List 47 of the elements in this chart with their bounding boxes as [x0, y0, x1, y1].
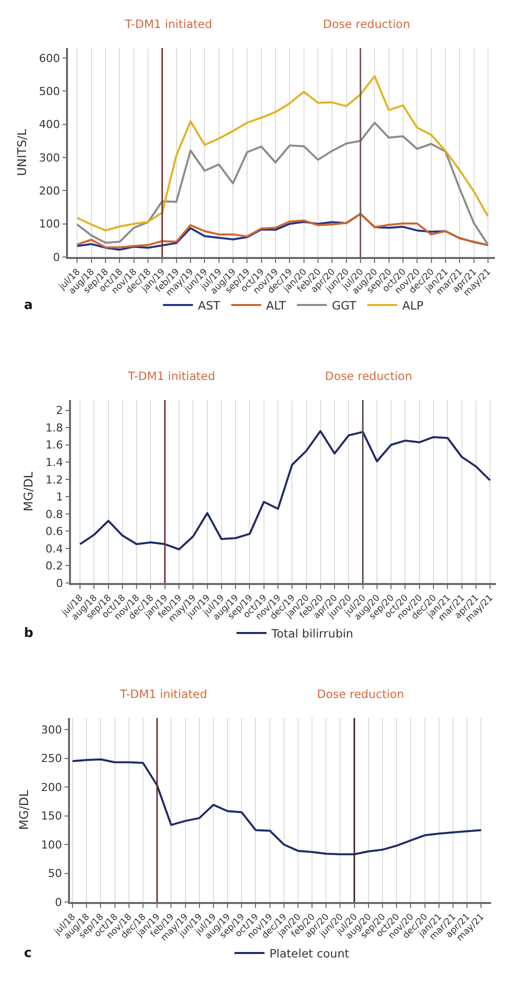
y-tick-label: 50 — [48, 867, 62, 880]
text: c — [24, 946, 32, 961]
ref-line-label: Dose reduction — [317, 687, 404, 701]
line-series — [72, 758, 482, 856]
y-tick-label: 250 — [41, 752, 62, 766]
legend-label: Platelet count — [270, 946, 350, 960]
y-tick-label: 150 — [41, 810, 62, 823]
y-tick-label: 0.6 — [46, 525, 64, 538]
legend-label: ALT — [266, 298, 287, 312]
y-tick-label: 300 — [39, 151, 60, 164]
ref-line-label: Dose reduction — [323, 17, 410, 31]
y-tick-label: 0.8 — [46, 508, 64, 521]
legend-label: GGT — [332, 298, 358, 312]
y-tick-label: 400 — [39, 118, 60, 132]
y-tick-label: 0.2 — [46, 560, 64, 573]
y-axis-title: MG/DL — [16, 790, 31, 830]
line-series — [79, 430, 492, 550]
text: a — [24, 298, 33, 313]
y-tick-label: 0 — [55, 896, 62, 909]
y-tick-label: 500 — [39, 84, 60, 98]
y-axis-title: UNITS/L — [14, 128, 29, 176]
y-tick-label: 2 — [56, 404, 64, 418]
text: b — [24, 626, 34, 641]
y-axis-title: MG/DL — [21, 471, 36, 512]
y-tick-label: 1 — [56, 490, 64, 504]
y-tick-label: 300 — [41, 723, 62, 736]
y-tick-label: 100 — [41, 838, 62, 852]
legend-label: Total bilirrubin — [270, 626, 354, 640]
y-tick-label: 1.6 — [46, 438, 64, 452]
ref-line-label: T-DM1 initiated — [124, 17, 212, 31]
line-series — [76, 122, 489, 246]
ref-line-label: T-DM1 initiated — [119, 687, 208, 701]
y-tick-label: 1.8 — [46, 421, 64, 434]
y-tick-label: 200 — [41, 780, 62, 794]
y-tick-label: 0 — [53, 250, 60, 264]
y-tick-label: 0.4 — [46, 542, 64, 556]
y-tick-label: 600 — [39, 52, 60, 65]
ref-line-label: T-DM1 initiated — [127, 369, 216, 383]
y-tick-label: 100 — [39, 218, 60, 231]
y-tick-label: 200 — [39, 184, 60, 198]
ref-line-label: Dose reduction — [325, 369, 412, 383]
y-tick-label: 1.4 — [46, 456, 64, 469]
legend-label: ALP — [402, 298, 424, 312]
line-series — [76, 75, 489, 232]
y-tick-label: 0 — [56, 576, 64, 590]
legend-label: AST — [198, 298, 222, 312]
y-tick-label: 1.2 — [46, 473, 64, 486]
